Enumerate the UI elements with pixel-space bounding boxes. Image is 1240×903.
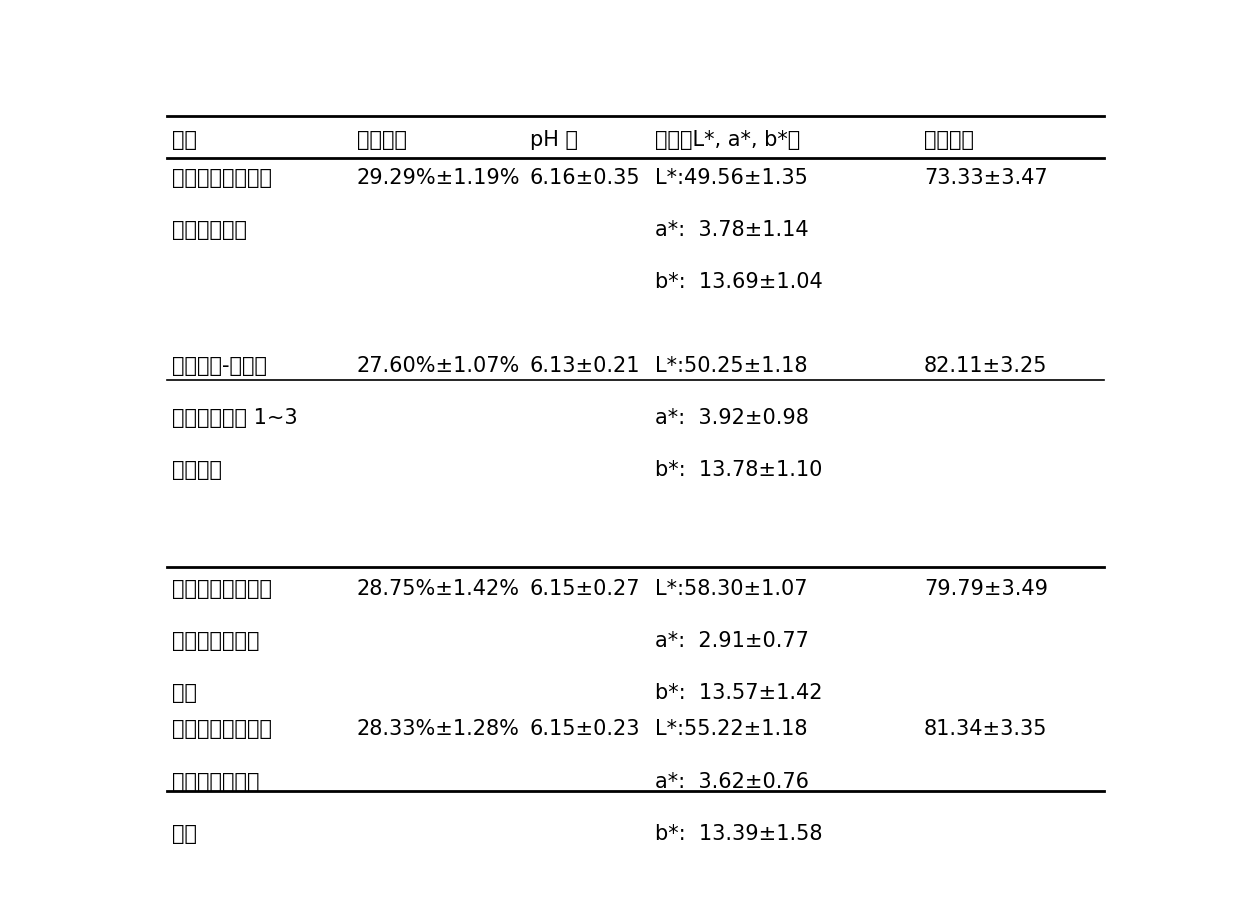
Text: pH 值: pH 值 <box>529 130 578 150</box>
Text: 81.34±3.35: 81.34±3.35 <box>924 719 1048 739</box>
Text: 28.33%±1.28%: 28.33%±1.28% <box>357 719 520 739</box>
Text: L*:50.25±1.18: L*:50.25±1.18 <box>655 356 807 376</box>
Text: 空白对照组（未经: 空白对照组（未经 <box>172 168 273 188</box>
Text: L*:55.22±1.18: L*:55.22±1.18 <box>655 719 807 739</box>
Text: a*:  2.91±0.77: a*: 2.91±0.77 <box>655 630 808 650</box>
Text: 水分含量: 水分含量 <box>357 130 407 150</box>
Text: a*:  3.78±1.14: a*: 3.78±1.14 <box>655 220 808 240</box>
Text: 82.11±3.25: 82.11±3.25 <box>924 356 1048 376</box>
Text: 肉）: 肉） <box>172 823 197 842</box>
Text: L*:58.30±1.07: L*:58.30±1.07 <box>655 578 807 598</box>
Text: 平均值）: 平均值） <box>172 460 222 479</box>
Text: b*:  13.57±1.42: b*: 13.57±1.42 <box>655 683 822 703</box>
Text: 肉）: 肉） <box>172 683 197 703</box>
Text: a*:  3.92±0.98: a*: 3.92±0.98 <box>655 408 808 428</box>
Text: 项目: 项目 <box>172 130 197 150</box>
Text: 6.15±0.27: 6.15±0.27 <box>529 578 640 598</box>
Text: 29.29%±1.19%: 29.29%±1.19% <box>357 168 521 188</box>
Text: 27.60%±1.07%: 27.60%±1.07% <box>357 356 520 376</box>
Text: 光单独处理下腊: 光单独处理下腊 <box>172 630 260 650</box>
Text: 感官评价: 感官评价 <box>924 130 973 150</box>
Text: 处理的腊肉）: 处理的腊肉） <box>172 220 247 240</box>
Text: b*:  13.69±1.04: b*: 13.69±1.04 <box>655 272 822 293</box>
Text: 28.75%±1.42%: 28.75%±1.42% <box>357 578 520 598</box>
Text: 6.13±0.21: 6.13±0.21 <box>529 356 640 376</box>
Text: 6.16±0.35: 6.16±0.35 <box>529 168 640 188</box>
Text: 阳性对照（紫外照: 阳性对照（紫外照 <box>172 719 273 739</box>
Text: b*:  13.39±1.58: b*: 13.39±1.58 <box>655 823 822 842</box>
Text: 6.15±0.23: 6.15±0.23 <box>529 719 640 739</box>
Text: 射单独处理下腊: 射单独处理下腊 <box>172 771 260 791</box>
Text: 腊肉（实施例 1~3: 腊肉（实施例 1~3 <box>172 408 298 428</box>
Text: 79.79±3.49: 79.79±3.49 <box>924 578 1048 598</box>
Text: 色泽（L*, a*, b*）: 色泽（L*, a*, b*） <box>655 130 800 150</box>
Text: L*:49.56±1.35: L*:49.56±1.35 <box>655 168 807 188</box>
Text: b*:  13.78±1.10: b*: 13.78±1.10 <box>655 460 822 479</box>
Text: 阳性对照（脉冲强: 阳性对照（脉冲强 <box>172 578 273 598</box>
Text: a*:  3.62±0.76: a*: 3.62±0.76 <box>655 771 808 791</box>
Text: 73.33±3.47: 73.33±3.47 <box>924 168 1048 188</box>
Text: 脉冲强光-紫外下: 脉冲强光-紫外下 <box>172 356 268 376</box>
